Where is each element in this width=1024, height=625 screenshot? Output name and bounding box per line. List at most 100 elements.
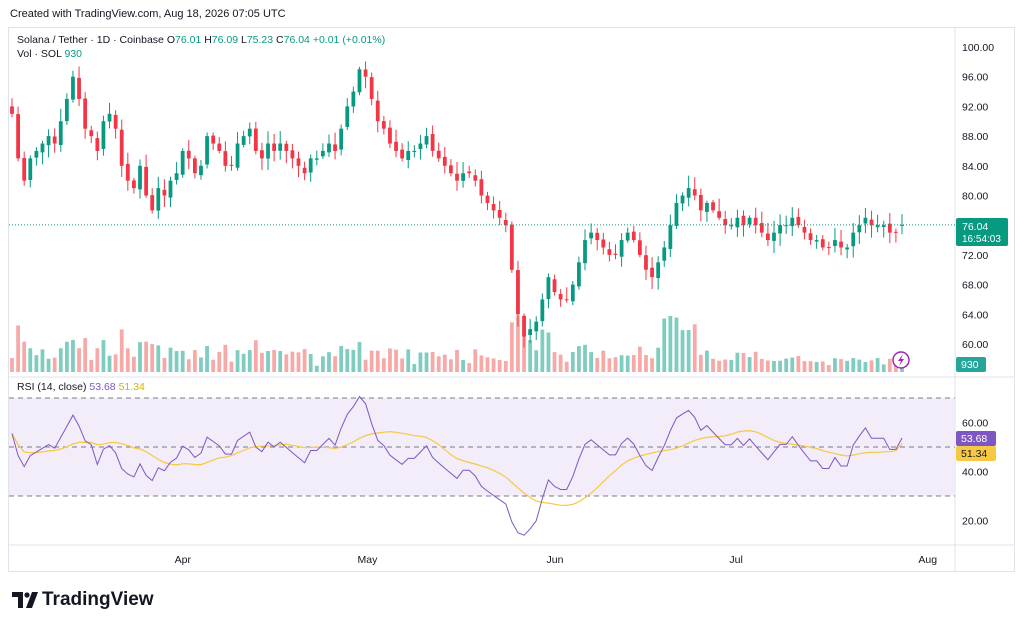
candle[interactable] bbox=[473, 169, 478, 187]
candle[interactable] bbox=[394, 129, 398, 158]
candle[interactable] bbox=[753, 207, 758, 234]
candle[interactable] bbox=[101, 115, 106, 156]
candle[interactable] bbox=[631, 226, 636, 243]
candle[interactable] bbox=[692, 177, 697, 201]
candle[interactable] bbox=[272, 134, 277, 162]
candle[interactable] bbox=[534, 316, 539, 340]
candle[interactable] bbox=[479, 170, 484, 204]
candle[interactable] bbox=[729, 218, 734, 230]
candle[interactable] bbox=[205, 132, 209, 169]
candle[interactable] bbox=[132, 177, 136, 194]
candle[interactable] bbox=[22, 151, 27, 186]
candle[interactable] bbox=[595, 227, 600, 251]
candle[interactable] bbox=[467, 165, 472, 179]
candle[interactable] bbox=[436, 142, 441, 162]
candle[interactable] bbox=[442, 146, 447, 174]
candle[interactable] bbox=[424, 127, 429, 149]
candle[interactable] bbox=[485, 191, 490, 211]
candle[interactable] bbox=[290, 143, 295, 169]
candle[interactable] bbox=[613, 244, 618, 260]
candle[interactable] bbox=[637, 232, 642, 258]
candle[interactable] bbox=[217, 137, 222, 154]
candle[interactable] bbox=[412, 145, 417, 158]
candle[interactable] bbox=[430, 125, 435, 157]
candle[interactable] bbox=[247, 122, 252, 145]
candle[interactable] bbox=[802, 219, 807, 240]
candle[interactable] bbox=[369, 72, 374, 106]
candle[interactable] bbox=[625, 227, 630, 243]
candle[interactable] bbox=[650, 257, 654, 290]
candle[interactable] bbox=[826, 241, 831, 256]
candle[interactable] bbox=[881, 220, 886, 238]
candle[interactable] bbox=[314, 150, 319, 166]
candle[interactable] bbox=[71, 70, 75, 103]
candle[interactable] bbox=[711, 199, 715, 213]
candle[interactable] bbox=[857, 215, 862, 244]
candle[interactable] bbox=[875, 214, 880, 233]
candle[interactable] bbox=[516, 260, 520, 327]
candle[interactable] bbox=[845, 243, 850, 259]
candle[interactable] bbox=[327, 134, 331, 158]
candle[interactable] bbox=[528, 319, 533, 344]
candle[interactable] bbox=[253, 121, 258, 155]
candle[interactable] bbox=[40, 140, 45, 165]
candle[interactable] bbox=[113, 110, 118, 139]
candle[interactable] bbox=[674, 194, 679, 230]
candle[interactable] bbox=[808, 228, 813, 245]
candle[interactable] bbox=[589, 223, 593, 245]
candle[interactable] bbox=[192, 155, 197, 179]
candle[interactable] bbox=[546, 273, 551, 309]
candle[interactable] bbox=[107, 102, 112, 129]
candle[interactable] bbox=[302, 161, 307, 181]
candle[interactable] bbox=[418, 134, 423, 160]
candle[interactable] bbox=[509, 221, 514, 273]
candle[interactable] bbox=[668, 214, 673, 258]
lightning-icon[interactable] bbox=[892, 351, 910, 369]
candle[interactable] bbox=[552, 274, 557, 296]
candle[interactable] bbox=[662, 240, 667, 267]
candle[interactable] bbox=[558, 289, 563, 307]
candle[interactable] bbox=[717, 198, 722, 221]
rsi-title[interactable]: RSI (14, close) bbox=[17, 381, 87, 393]
candle[interactable] bbox=[119, 119, 124, 177]
candle[interactable] bbox=[144, 154, 148, 198]
candle[interactable] bbox=[491, 196, 496, 219]
candle[interactable] bbox=[607, 241, 612, 262]
candle[interactable] bbox=[388, 120, 392, 149]
candle[interactable] bbox=[52, 128, 57, 153]
candle[interactable] bbox=[363, 61, 368, 89]
candle[interactable] bbox=[278, 131, 283, 160]
candle[interactable] bbox=[601, 232, 606, 255]
candle[interactable] bbox=[705, 200, 709, 222]
candle[interactable] bbox=[570, 280, 575, 306]
candle[interactable] bbox=[77, 66, 81, 107]
candle[interactable] bbox=[522, 313, 526, 348]
candle[interactable] bbox=[820, 235, 825, 251]
candle[interactable] bbox=[540, 293, 545, 327]
candle[interactable] bbox=[619, 233, 624, 267]
candle[interactable] bbox=[150, 188, 155, 214]
candle[interactable] bbox=[900, 214, 904, 235]
candle[interactable] bbox=[564, 287, 569, 303]
candle[interactable] bbox=[400, 143, 405, 162]
candle[interactable] bbox=[138, 159, 142, 199]
candle[interactable] bbox=[186, 139, 191, 170]
candle[interactable] bbox=[375, 90, 380, 133]
candle[interactable] bbox=[698, 188, 703, 222]
candle[interactable] bbox=[747, 215, 752, 228]
candle[interactable] bbox=[644, 245, 648, 280]
candle[interactable] bbox=[790, 207, 795, 237]
candle[interactable] bbox=[321, 143, 325, 159]
candle[interactable] bbox=[461, 162, 465, 188]
candle[interactable] bbox=[229, 155, 234, 171]
candle[interactable] bbox=[95, 131, 100, 161]
candle[interactable] bbox=[162, 179, 167, 208]
candle[interactable] bbox=[887, 213, 892, 244]
candle[interactable] bbox=[455, 161, 459, 191]
candle[interactable] bbox=[223, 141, 228, 172]
candle[interactable] bbox=[686, 175, 691, 207]
tradingview-logo[interactable]: TradingView bbox=[12, 589, 154, 611]
candle[interactable] bbox=[308, 154, 313, 182]
candle[interactable] bbox=[381, 115, 386, 135]
